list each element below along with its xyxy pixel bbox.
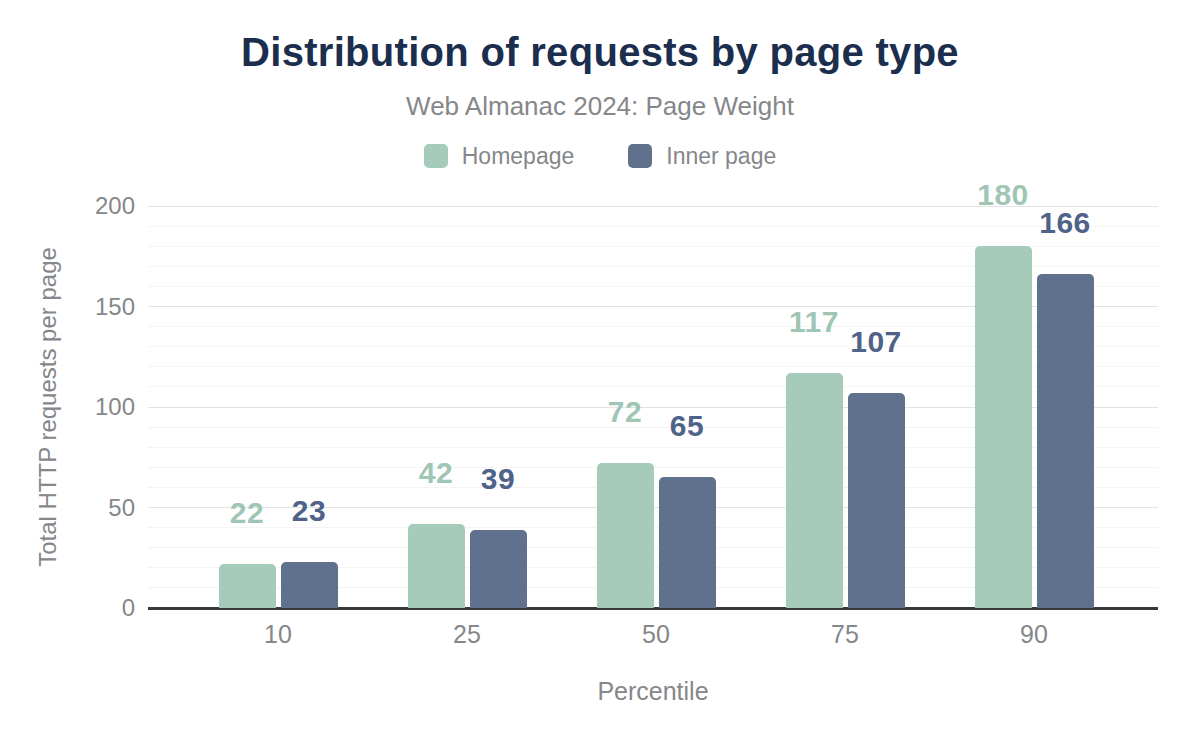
bar-homepage-p75 — [786, 373, 843, 608]
chart-subtitle: Web Almanac 2024: Page Weight — [0, 91, 1200, 122]
bar-value-label: 166 — [1010, 206, 1120, 240]
bar-value-label: 39 — [443, 462, 553, 496]
bar-inner-page-p25 — [470, 530, 527, 608]
x-axis-title: Percentile — [148, 677, 1158, 706]
legend-label: Inner page — [666, 143, 776, 170]
y-tick-label: 50 — [0, 495, 135, 521]
chart-title: Distribution of requests by page type — [0, 30, 1200, 75]
y-tick-label: 200 — [0, 193, 135, 219]
legend-swatch-icon — [628, 144, 652, 168]
plot-area: 2223104239257265501171077518016690 — [148, 206, 1158, 608]
legend-label: Homepage — [462, 143, 575, 170]
bar-chart: Distribution of requests by page type We… — [0, 0, 1200, 742]
bar-inner-page-p75 — [848, 393, 905, 608]
legend: Homepage Inner page — [0, 142, 1200, 170]
legend-item-inner-page[interactable]: Inner page — [628, 143, 776, 170]
legend-swatch-icon — [424, 144, 448, 168]
x-tick-label: 90 — [989, 620, 1079, 649]
bar-inner-page-p10 — [281, 562, 338, 608]
bar-value-label: 107 — [821, 325, 931, 359]
bar-value-label: 23 — [254, 494, 364, 528]
y-tick-label: 150 — [0, 294, 135, 320]
y-tick-label: 100 — [0, 394, 135, 420]
legend-item-homepage[interactable]: Homepage — [424, 143, 575, 170]
bar-homepage-p25 — [408, 524, 465, 608]
y-tick-label: 0 — [0, 595, 135, 621]
x-tick-label: 25 — [422, 620, 512, 649]
x-tick-label: 75 — [800, 620, 890, 649]
bar-homepage-p90 — [975, 246, 1032, 608]
bar-value-label: 65 — [632, 409, 742, 443]
minor-gridline — [148, 226, 1158, 227]
x-tick-label: 50 — [611, 620, 701, 649]
x-tick-label: 10 — [233, 620, 323, 649]
y-tick-labels: 050100150200 — [0, 206, 135, 608]
bar-inner-page-p90 — [1037, 274, 1094, 608]
bar-inner-page-p50 — [659, 477, 716, 608]
bar-homepage-p10 — [219, 564, 276, 608]
bar-homepage-p50 — [597, 463, 654, 608]
